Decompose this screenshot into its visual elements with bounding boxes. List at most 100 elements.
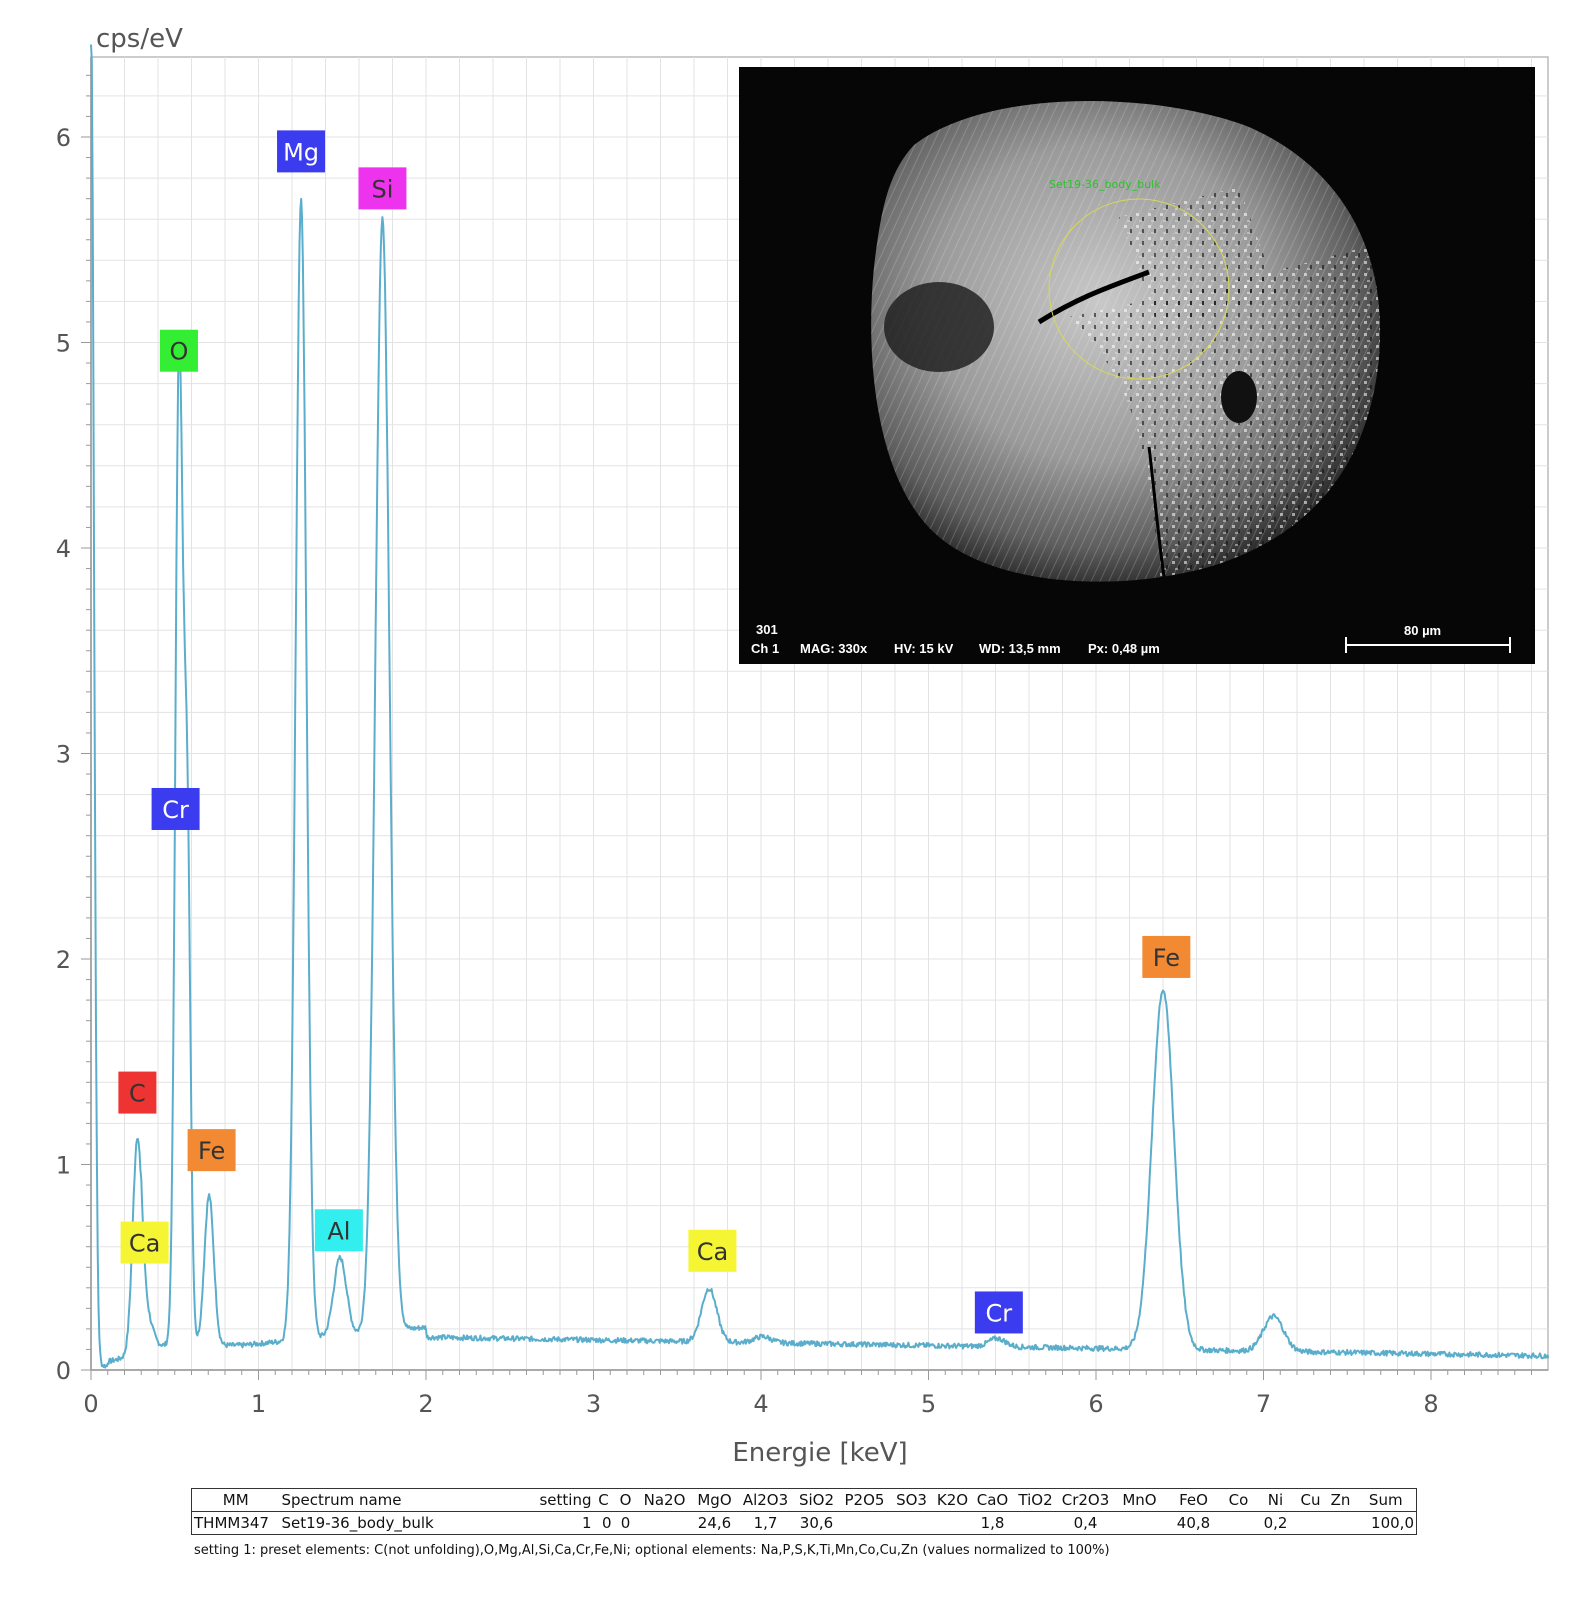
- x-tick-label: 0: [83, 1390, 98, 1418]
- table-cell: Set19-36_body_bulk: [281, 1514, 434, 1532]
- peak-label-box: [358, 167, 407, 210]
- table-cell: [638, 1512, 692, 1535]
- peak-label-text: O: [169, 338, 188, 366]
- peak-label-box: [120, 1221, 169, 1264]
- table-header: C: [593, 1488, 614, 1512]
- particle: [871, 100, 1381, 582]
- peak-label-si: Si: [358, 167, 407, 210]
- peak-label-text: C: [129, 1080, 146, 1108]
- table-header: Na2O: [637, 1488, 692, 1512]
- y-axis-title: cps/eV: [96, 24, 183, 54]
- x-tick-label: 5: [921, 1390, 936, 1418]
- x-tick-label: 3: [586, 1390, 601, 1418]
- y-tick-label: 5: [56, 330, 71, 358]
- table-row: THMM347 Set19-36_body_bulk 1 0 0 24,6 1,…: [192, 1512, 1417, 1535]
- sem-working-distance: WD: 13,5 mm: [979, 641, 1061, 656]
- peak-label-box: [314, 1209, 363, 1252]
- y-tick-label: 6: [56, 124, 71, 152]
- peak-label-text: Ca: [129, 1230, 160, 1258]
- footnote: setting 1: preset elements: C(not unfold…: [194, 1543, 1110, 1558]
- table-header: Sum: [1355, 1488, 1417, 1512]
- table-header: CaO: [971, 1488, 1014, 1512]
- y-tick-label: 4: [56, 535, 71, 563]
- table-cell: 40,8: [1176, 1514, 1211, 1532]
- tick-labels: 0 1 2 3 4 5 6 7 8 0 1 2 3 4 5 6: [56, 124, 1439, 1418]
- y-tick-label: 3: [56, 741, 71, 769]
- peak-label-box: [151, 787, 200, 830]
- table-cell: 30,6: [799, 1514, 834, 1532]
- peak-label-text: Cr: [986, 1299, 1013, 1327]
- peak-label-text: Ca: [697, 1238, 728, 1266]
- roi-label: Set19-36_body_bulk: [1049, 178, 1161, 191]
- table-cell: 0,4: [1073, 1514, 1098, 1532]
- peak-label-box: [688, 1229, 737, 1272]
- table-cell: [1114, 1512, 1166, 1535]
- table-header: SO3: [889, 1488, 934, 1512]
- sem-particle-image: Set19-36_body_bulk: [739, 67, 1535, 664]
- peak-label-cr: Cr: [974, 1291, 1023, 1334]
- x-axis-title: Energie [keV]: [732, 1438, 907, 1468]
- table-cell: THMM347: [194, 1514, 269, 1532]
- roi-circle: [1048, 198, 1230, 380]
- axes: [90, 57, 1548, 1371]
- y-tick-label: 1: [56, 1152, 71, 1180]
- table-header: MnO: [1113, 1488, 1166, 1512]
- sem-high-voltage: HV: 15 kV: [894, 641, 954, 656]
- table-cell: 0: [620, 1514, 631, 1532]
- peak-label-box: [1142, 935, 1191, 978]
- table-header: K2O: [933, 1488, 972, 1512]
- table-header: Zn: [1325, 1488, 1356, 1512]
- table-header: FeO: [1165, 1488, 1222, 1512]
- minor-ticks: [81, 74, 1532, 1380]
- peak-label-text: Mg: [283, 138, 319, 166]
- eds-spectrum-chart: 0 1 2 3 4 5 6 7 8 0 1 2 3 4 5 6 Mg Si O Cr C Fe Ca Al Ca Cr Fe cp…: [56, 24, 1550, 1468]
- table-header: MM: [191, 1488, 280, 1512]
- table-cell: 1,7: [753, 1514, 778, 1532]
- peak-label-ca: Ca: [688, 1229, 737, 1272]
- peak-label-text: Si: [371, 175, 393, 203]
- table-header: Cr2O3: [1057, 1488, 1114, 1512]
- peak-label-fe: Fe: [187, 1129, 236, 1172]
- table-cell: [890, 1512, 934, 1535]
- sem-magnification: MAG: 330x: [800, 641, 868, 656]
- sem-image-inset: Set19-36_body_bulk 301 Ch 1 MAG: 330x HV…: [739, 67, 1535, 664]
- table-header: O: [613, 1488, 638, 1512]
- x-tick-label: 1: [251, 1390, 266, 1418]
- peak-label-mg: Mg: [277, 130, 326, 173]
- table-header: Spectrum name: [279, 1488, 530, 1512]
- peak-label-box: [159, 329, 198, 372]
- peak-label-text: Fe: [198, 1137, 225, 1165]
- table-cell: 24,6: [697, 1514, 732, 1532]
- peak-label-al: Al: [314, 1209, 363, 1252]
- sem-scale-bar-label: 80 µm: [1404, 623, 1442, 638]
- peak-label-cr: Cr: [151, 787, 200, 830]
- sem-pixel-size: Px: 0,48 µm: [1088, 641, 1160, 656]
- table-header: MgO: [691, 1488, 738, 1512]
- table-header: setting: [529, 1488, 594, 1512]
- table-header: SiO2: [793, 1488, 840, 1512]
- peak-label-fe: Fe: [1142, 935, 1191, 978]
- sem-image-number: 301: [756, 622, 778, 637]
- peak-label-box: [187, 1129, 236, 1172]
- x-tick-label: 7: [1256, 1390, 1271, 1418]
- peak-label-text: Cr: [162, 796, 189, 824]
- composition-table: MM Spectrum name setting C O Na2O MgO Al…: [191, 1488, 1417, 1535]
- table-cell: [1296, 1512, 1326, 1535]
- x-tick-label: 4: [753, 1390, 768, 1418]
- peak-label-box: [277, 130, 326, 173]
- peak-label-o: O: [159, 329, 198, 372]
- table-cell: 100,0: [1371, 1514, 1414, 1532]
- table-header: TiO2: [1013, 1488, 1058, 1512]
- peak-label-box: [118, 1071, 157, 1114]
- table-cell: 1: [581, 1514, 592, 1532]
- table-header: P2O5: [839, 1488, 890, 1512]
- table-header: Cu: [1295, 1488, 1326, 1512]
- table-cell: 0: [601, 1514, 612, 1532]
- x-tick-label: 6: [1088, 1390, 1103, 1418]
- peak-label-box: [974, 1291, 1023, 1334]
- y-tick-label: 0: [56, 1357, 71, 1385]
- table-header: Ni: [1255, 1488, 1296, 1512]
- peak-label-ca: Ca: [120, 1221, 169, 1264]
- table-cell: 0,2: [1263, 1514, 1288, 1532]
- table-cell: [1326, 1512, 1356, 1535]
